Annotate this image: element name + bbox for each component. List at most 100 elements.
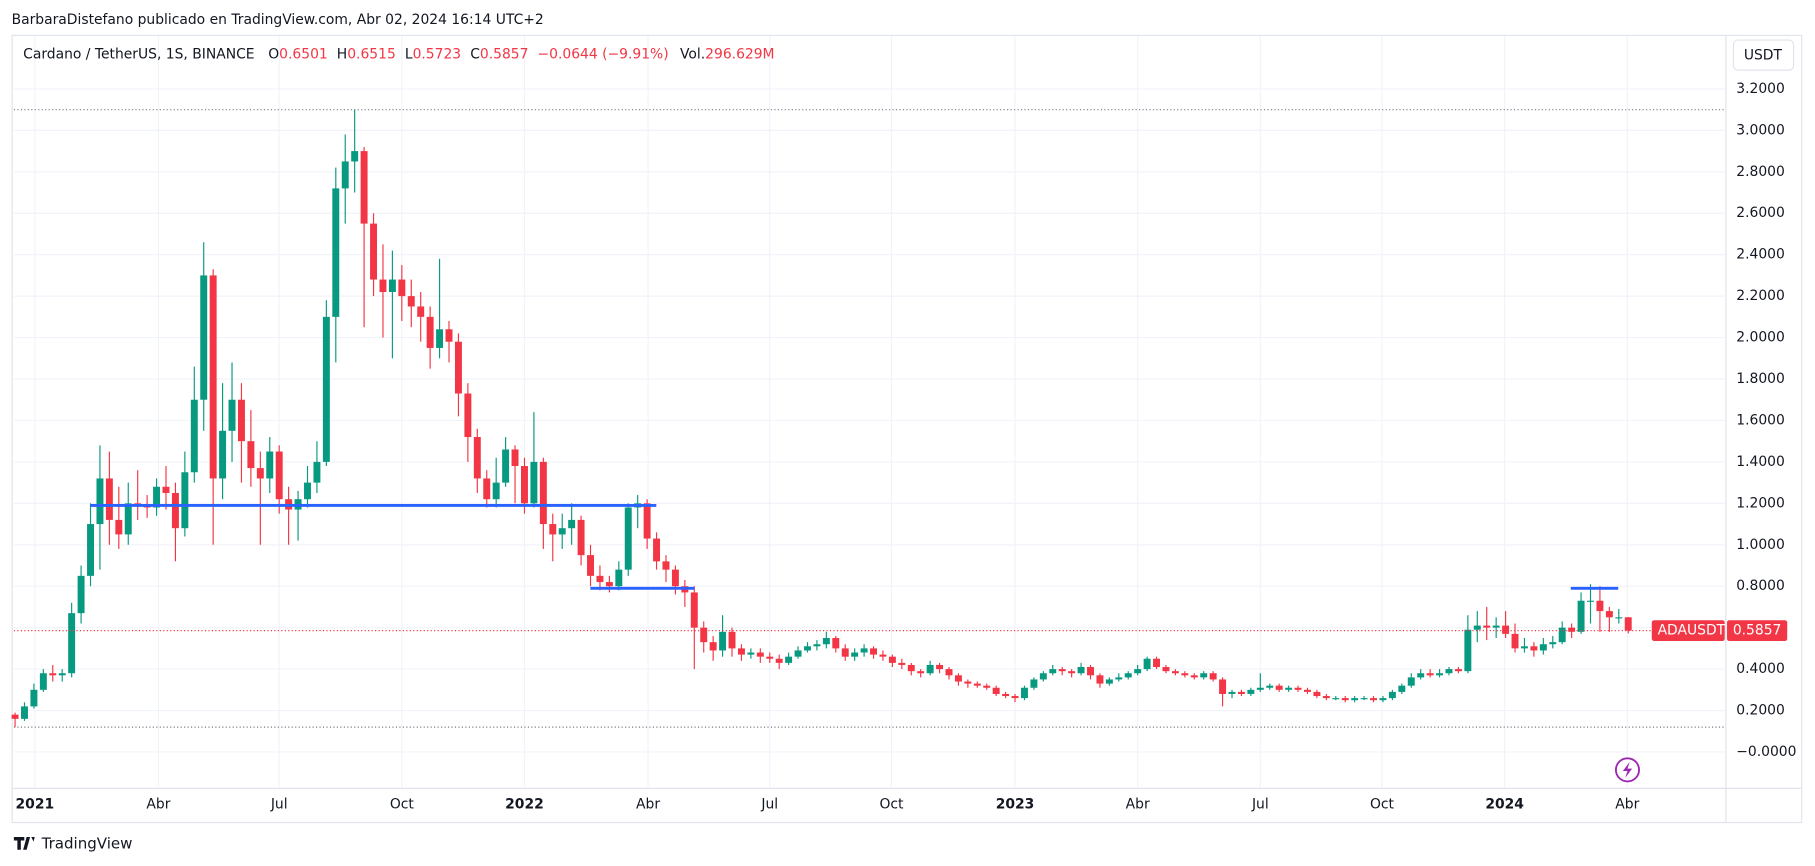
candle-body (237, 399, 245, 442)
candle-body (832, 638, 840, 649)
candle-body (879, 654, 887, 657)
candle-body (1134, 669, 1142, 674)
candle-body (1332, 698, 1340, 700)
candle-body (304, 482, 311, 500)
symbol-tag-bg (1651, 620, 1725, 642)
candle-body (926, 664, 934, 674)
currency-label[interactable]: USDT (1744, 48, 1783, 64)
x-tick-label: Abr (1615, 797, 1639, 813)
candle-body (1011, 696, 1019, 699)
candle-body (473, 437, 481, 479)
candle-body (190, 399, 198, 473)
x-tick-label: Abr (1126, 797, 1150, 813)
candle-body (1285, 687, 1293, 690)
candle-body (1398, 685, 1406, 692)
legend-close-label: C (470, 46, 480, 62)
legend-open: 0.6501 (279, 46, 328, 62)
x-tick-label: Oct (390, 797, 415, 813)
legend-volume-label: Vol. (680, 46, 705, 62)
y-tick-label: 1.8000 (1736, 371, 1785, 387)
candle-body (785, 656, 793, 663)
candle-body (1153, 658, 1161, 668)
candle-body (1388, 691, 1396, 699)
candle-body (464, 393, 472, 438)
candle-body (1049, 669, 1057, 674)
candle-body (87, 524, 94, 576)
candle-body (1587, 600, 1594, 602)
legend-low: 0.5723 (413, 46, 462, 62)
candle-body (1502, 625, 1510, 634)
candle-body (341, 161, 349, 189)
candle-body (1209, 673, 1217, 680)
candle-body (275, 451, 283, 500)
candle-body (454, 341, 462, 394)
candle-body (492, 482, 500, 500)
candle-body (256, 468, 264, 479)
legend-symbol: Cardano / TetherUS, 1S, BINANCE (23, 46, 254, 62)
candle-body (851, 652, 859, 657)
candle-body (756, 652, 764, 657)
candle-body (775, 658, 783, 663)
candle-body (964, 681, 972, 684)
y-tick-label: 2.6000 (1736, 205, 1785, 221)
candle-body (1568, 627, 1576, 632)
x-tick-label: Abr (146, 797, 170, 813)
candle-body (181, 472, 189, 529)
candle-body (219, 430, 227, 479)
candle-body (945, 669, 953, 676)
candle-body (709, 642, 717, 651)
candle-body (115, 519, 123, 535)
grid (13, 35, 1725, 788)
candle-body (1237, 691, 1245, 694)
candle-body (587, 555, 594, 576)
candle-body (483, 478, 491, 500)
candle-body (370, 223, 378, 280)
candle-body (558, 528, 566, 535)
candle-body (1115, 677, 1123, 680)
candle-body (1464, 629, 1472, 672)
candle-body (1445, 669, 1453, 674)
candle-body (1247, 689, 1255, 694)
legend-close: 0.5857 (480, 46, 529, 62)
candle-body (1322, 696, 1330, 699)
candle-body (1171, 671, 1179, 674)
candle-body (313, 461, 321, 483)
candle-body (936, 664, 944, 670)
candle-body (96, 478, 104, 525)
candle-body (77, 575, 85, 614)
candle-body (1351, 698, 1359, 701)
candle-body (1058, 669, 1066, 672)
candle-body (398, 279, 406, 297)
event-icon-bolt (1622, 761, 1633, 778)
candle-body (388, 279, 396, 292)
candle-body (728, 631, 736, 649)
candle-body (417, 306, 425, 317)
candle-body (662, 561, 670, 570)
candle-body (992, 687, 1000, 694)
candle-body (39, 673, 47, 690)
candle-body (822, 638, 830, 645)
currency-button[interactable] (1732, 39, 1795, 71)
candle-body (1407, 677, 1415, 686)
x-tick-label: 2023 (996, 797, 1035, 813)
x-tick-label: 2024 (1485, 797, 1524, 813)
candle-body (1181, 673, 1189, 676)
legend-high: 0.6515 (347, 46, 396, 62)
candle-body (1162, 667, 1170, 672)
candle-body (1511, 633, 1519, 649)
candle-body (1360, 698, 1368, 700)
legend-change: −0.0644 (−9.91%) (538, 46, 669, 62)
candle-body (530, 461, 538, 504)
candle-body (1200, 673, 1208, 678)
candle-body (1341, 698, 1349, 701)
candle-body (1077, 667, 1085, 674)
candle-body (983, 685, 991, 688)
candle-body (1228, 691, 1236, 694)
candle-body (502, 449, 510, 483)
y-tick-label: 3.0000 (1736, 122, 1785, 138)
legend-volume: 296.629M (705, 46, 774, 62)
candle-body (1549, 642, 1557, 645)
candle-body (1266, 685, 1274, 688)
y-tick-label: 0.2000 (1736, 703, 1785, 719)
candle-body (549, 524, 557, 535)
